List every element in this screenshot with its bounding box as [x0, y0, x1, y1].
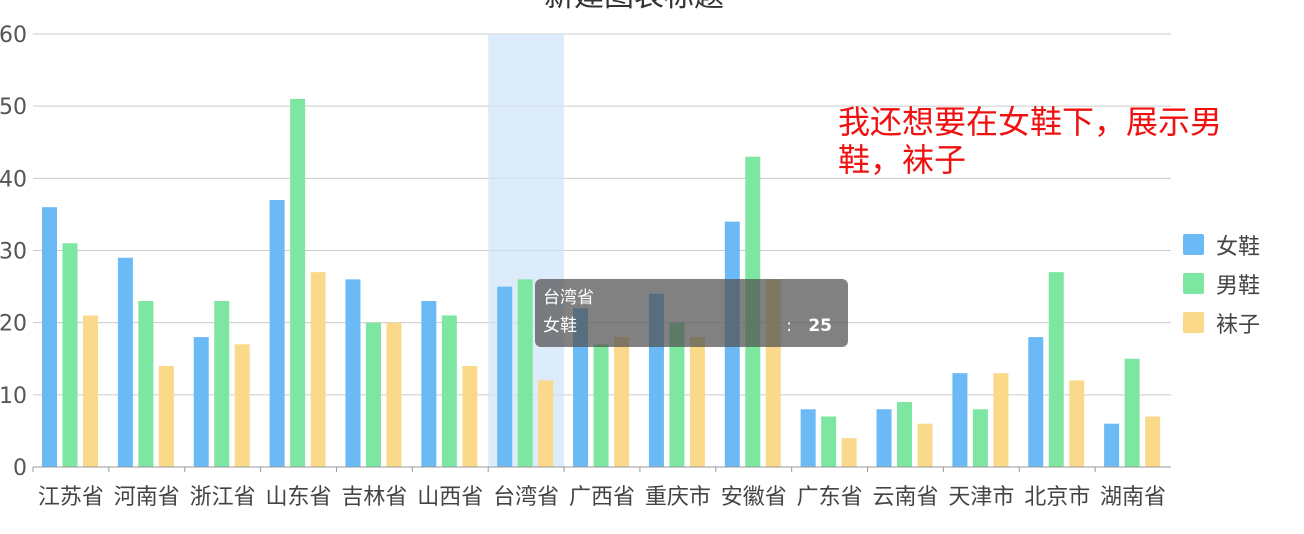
bar[interactable]: [1048, 272, 1064, 467]
legend-label: 女鞋: [1216, 234, 1261, 260]
x-tick-label: 台湾省: [493, 485, 559, 510]
legend-swatch: [1183, 234, 1204, 255]
legend-label: 男鞋: [1216, 273, 1261, 299]
legend-swatch: [1183, 312, 1204, 333]
bar[interactable]: [614, 337, 630, 467]
x-tick-label: 江苏省: [38, 485, 104, 510]
bar[interactable]: [917, 423, 933, 467]
y-tick-label: 20: [0, 312, 27, 337]
x-tick-label: 浙江省: [190, 485, 256, 510]
x-tick-label: 重庆市: [645, 485, 711, 510]
y-tick-label: 60: [0, 23, 27, 48]
x-tick-label: 河南省: [114, 485, 180, 510]
x-tick-label: 山西省: [417, 485, 483, 510]
chart-title: 新建图表标题: [544, 0, 724, 14]
bar[interactable]: [1028, 337, 1044, 467]
bar[interactable]: [138, 301, 154, 467]
bar[interactable]: [841, 438, 857, 467]
legend-item[interactable]: 女鞋: [1183, 225, 1260, 264]
bar[interactable]: [993, 373, 1009, 467]
bar[interactable]: [193, 337, 209, 467]
tooltip-value: 25: [808, 316, 832, 336]
bar[interactable]: [310, 272, 326, 467]
bar[interactable]: [689, 337, 705, 467]
bar[interactable]: [876, 409, 892, 467]
bar[interactable]: [441, 315, 457, 467]
legend-swatch: [1183, 273, 1204, 294]
annotation-text: 我还想要在女鞋下，展示男鞋，袜子: [838, 103, 1223, 179]
bar[interactable]: [234, 344, 250, 467]
bar[interactable]: [1069, 380, 1085, 467]
bar[interactable]: [897, 402, 913, 467]
legend-item[interactable]: 袜子: [1183, 303, 1260, 342]
bar[interactable]: [669, 322, 685, 467]
tooltip-series-label: 女鞋: [543, 316, 577, 336]
y-tick-label: 0: [13, 456, 27, 481]
bar[interactable]: [83, 315, 98, 467]
bar[interactable]: [800, 409, 816, 467]
x-tick-label: 广东省: [797, 485, 863, 510]
y-tick-label: 40: [0, 167, 27, 192]
bar[interactable]: [972, 409, 988, 467]
x-tick-label: 吉林省: [341, 485, 407, 510]
bar[interactable]: [158, 365, 174, 467]
bar[interactable]: [497, 286, 513, 467]
bar[interactable]: [1145, 416, 1161, 467]
tooltip-row: 女鞋 : 25: [543, 311, 840, 341]
x-tick-label: 天津市: [948, 485, 1014, 510]
legend-label: 袜子: [1216, 312, 1261, 338]
legend-item[interactable]: 男鞋: [1183, 264, 1260, 303]
bar[interactable]: [117, 257, 133, 467]
x-axis: 江苏省 河南省 浙江省 山东省 吉林省 山西省 台湾省 广西省 重庆市 安徽省 广东省 云南省 天津市北…: [32, 467, 1166, 510]
bar[interactable]: [1124, 358, 1140, 467]
bar[interactable]: [517, 279, 533, 467]
bar[interactable]: [269, 199, 285, 467]
bar[interactable]: [952, 373, 968, 467]
bar[interactable]: [345, 279, 361, 467]
x-tick-label: 广西省: [569, 485, 635, 510]
x-tick-label: 安徽省: [721, 485, 787, 510]
bar[interactable]: [62, 243, 78, 467]
tooltip-title: 台湾省: [543, 288, 594, 308]
bar[interactable]: [538, 380, 554, 467]
bar[interactable]: [290, 98, 306, 467]
legend: 女鞋 男鞋 袜子: [1183, 225, 1260, 342]
bar[interactable]: [462, 365, 478, 467]
x-tick-label: 云南省: [872, 485, 938, 510]
bar[interactable]: [821, 416, 837, 467]
bar[interactable]: [573, 308, 589, 467]
bar[interactable]: [365, 322, 381, 467]
bar[interactable]: [386, 322, 402, 467]
y-tick-label: 30: [0, 240, 27, 265]
bars[interactable]: [42, 98, 1161, 467]
tooltip: 台湾省 女鞋 : 25: [535, 279, 848, 347]
bar[interactable]: [1104, 423, 1120, 467]
bar[interactable]: [214, 301, 230, 467]
x-tick-label: 北京市: [1024, 485, 1090, 510]
x-tick-label: 山东省: [266, 485, 332, 510]
bar[interactable]: [421, 301, 437, 467]
x-tick-label: 湖南省: [1100, 485, 1166, 510]
bar[interactable]: [593, 344, 609, 467]
y-tick-label: 50: [0, 95, 27, 120]
tooltip-colon: :: [786, 316, 792, 336]
bar[interactable]: [42, 207, 57, 467]
y-axis: 0 10 20 30 40 50 60: [0, 23, 1171, 481]
y-tick-label: 10: [0, 384, 27, 409]
